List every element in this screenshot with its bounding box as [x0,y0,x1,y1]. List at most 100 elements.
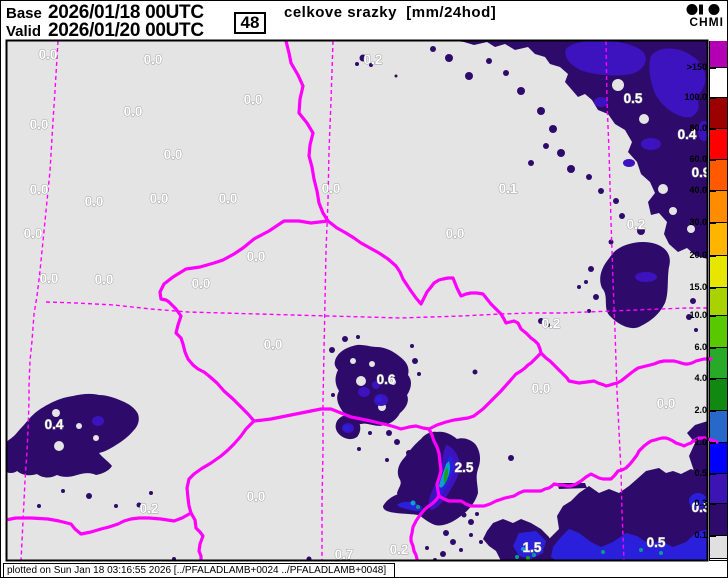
chmi-logo-icon [668,3,724,16]
map-value-label: 0.2 [390,542,409,557]
valid-time-row: Valid 2026/01/20 00UTC [6,20,204,42]
scale-tick-label: 60.0 [689,154,707,164]
border-line [326,219,543,355]
scale-segment [710,129,727,160]
footer: plotted on Sun Jan 18 03:16:55 2026 [../… [3,563,395,577]
map-value-label: 0.0 [40,271,59,286]
map-value-label: 0.0 [247,489,266,504]
map-value-label: 2.5 [455,460,474,475]
map-value-label: 0.0 [30,117,49,132]
map-value-label: 0.0 [192,276,211,291]
scale-segment [710,474,727,504]
border-line [427,351,543,431]
chmi-logo-text: CHMI [689,15,724,29]
map-value-label: 1.5 [523,540,542,555]
map-value-label: 0.7 [335,547,354,562]
scale-segment [710,536,727,559]
map-value-label: 0.0 [244,92,263,107]
map-value-label: 0.4 [678,127,697,142]
map-value-label: 0.0 [85,194,104,209]
meridian-line [20,41,59,560]
scale-tick-label: 100.0 [684,92,707,102]
border-line [437,436,719,508]
map-value-label: 0.0 [657,396,676,411]
scale-segment [710,223,727,256]
scale-tick-label: 4.0 [694,373,707,383]
map-value-label: 0.2 [364,52,383,67]
meridian-line [321,41,334,560]
map-value-label: 0.4 [45,417,64,432]
map-value-label: 0.0 [164,147,183,162]
map-value-label: 0.0 [95,272,114,287]
scale-tick-label: 40.0 [689,185,707,195]
parallel-line [45,301,707,319]
scale-tick-label: 80.0 [689,123,707,133]
map-value-label: 0.6 [377,372,396,387]
map-value-label: 0.0 [532,381,551,396]
scale-tick-label: 0.3 [694,498,707,508]
map-value-label: 0.0 [144,52,163,67]
border-line [7,511,193,536]
scale-segment [710,191,727,223]
scale-tick-label: 6.0 [694,342,707,352]
border-line [539,351,713,388]
color-scale [709,41,727,561]
map-value-label: 0.0 [39,47,58,62]
map-value-label: 0.1 [499,181,518,196]
scale-segment [710,316,727,348]
border-line [167,300,256,423]
border-line [252,407,431,431]
scale-tick-label: 10.0 [689,310,707,320]
base-time: 2026/01/18 00UTC [48,2,204,23]
scale-segment [710,504,727,536]
scale-segment [710,256,727,288]
map-value-label: 0.0 [264,337,283,352]
border-line [158,219,330,304]
border-line [427,427,443,498]
precipitation-layer [7,41,707,560]
scale-segment [710,98,727,129]
map-value-label: 0.2 [140,501,159,516]
base-time-row: Base 2026/01/18 00UTC [6,2,204,24]
scale-segment [710,288,727,316]
map-value-label: 0.0 [30,182,49,197]
scale-tick-label: 1.0 [694,437,707,447]
map-value-label: 0.9 [692,165,711,180]
chmi-logo: CHMI [668,3,724,29]
meridian-line [605,41,625,560]
value-labels-layer: 0.0 0.0 0.0 0.0 0.0 0.0 0.0 0.0 0.0 0.0 0.0 0.0 0.0 0… [23,47,711,562]
map-value-label: 0.0 [446,226,465,241]
scale-segment [710,41,727,68]
scale-segment [710,411,727,443]
latlon-grid-layer [20,41,707,560]
land-background [6,41,708,561]
scale-tick-label: 30.0 [689,217,707,227]
scale-segment [710,160,727,191]
scale-tick-label: >150 [686,62,707,72]
scale-segment [710,379,727,411]
page-title: celkove srazky [mm/24hod] [284,4,497,21]
map-value-label: 0.2 [542,316,561,331]
valid-time: 2026/01/20 00UTC [48,20,204,41]
precip-specks [37,46,698,560]
map-value-label: 0.2 [627,217,646,232]
valid-label: Valid [6,23,42,40]
map-value-label: 0.0 [322,181,341,196]
map-value-label: 0.0 [247,249,266,264]
scale-tick-label: 20.0 [689,250,707,260]
scale-tick-label: 15.0 [689,282,707,292]
map-value-label: 0.5 [624,91,643,106]
map-value-label: 0.0 [219,191,238,206]
scale-segment [710,68,727,98]
borders-layer [7,41,719,560]
map-frame [5,39,709,562]
scale-tick-label: 0.1 [694,530,707,540]
forecast-step-box: 48 [234,12,266,34]
base-label: Base [6,5,42,22]
map-value-label: 0.0 [124,104,143,119]
border-line [185,419,256,515]
map-value-label: 0.3 [692,500,711,515]
map-value-label: 0.0 [24,226,43,241]
